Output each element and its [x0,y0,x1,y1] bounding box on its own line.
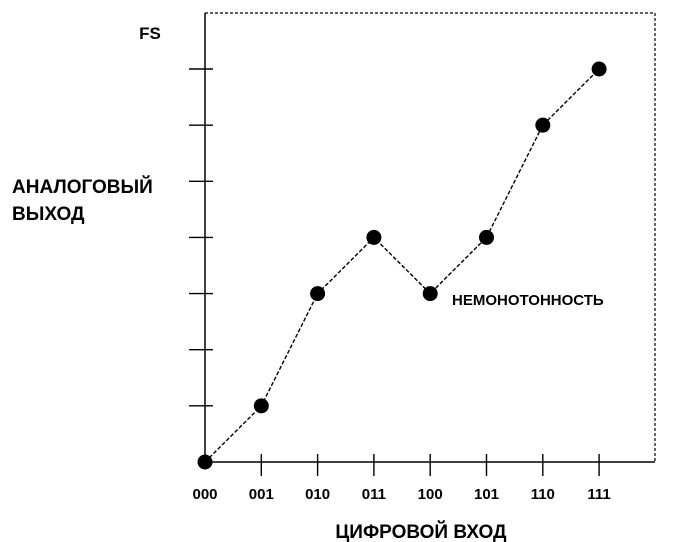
data-point-000 [197,454,213,470]
x-tick-label-100: 100 [418,486,443,503]
y-axis-label-line-2: ВЫХОД [12,204,85,225]
data-point-001 [253,398,269,414]
fs-label: FS [139,24,161,43]
x-tick-label-010: 010 [305,486,330,503]
x-tick-label-001: 001 [249,486,274,503]
y-axis-label-line-1: АНАЛОГОВЫЙ [12,176,153,198]
series-line [204,68,600,463]
x-tick-label-110: 110 [531,486,555,503]
data-point-111 [591,61,607,77]
y-axis-label: АНАЛОГОВЫЙ ВЫХОД [12,176,158,225]
annotation-nonmonotonic: НЕМОНОТОННОСТЬ [452,292,604,309]
x-tick-label-101: 101 [474,486,499,503]
data-point-100 [422,286,438,302]
x-tick-label-011: 011 [362,486,386,503]
data-point-010 [310,286,326,302]
x-tick-label-111: 111 [587,486,610,503]
x-tick-label-000: 000 [192,486,217,503]
data-point-101 [479,229,494,245]
data-point-110 [535,117,551,133]
x-axis-label: ЦИФРОВОЙ ВХОД [335,521,507,542]
data-point-011 [366,229,382,245]
